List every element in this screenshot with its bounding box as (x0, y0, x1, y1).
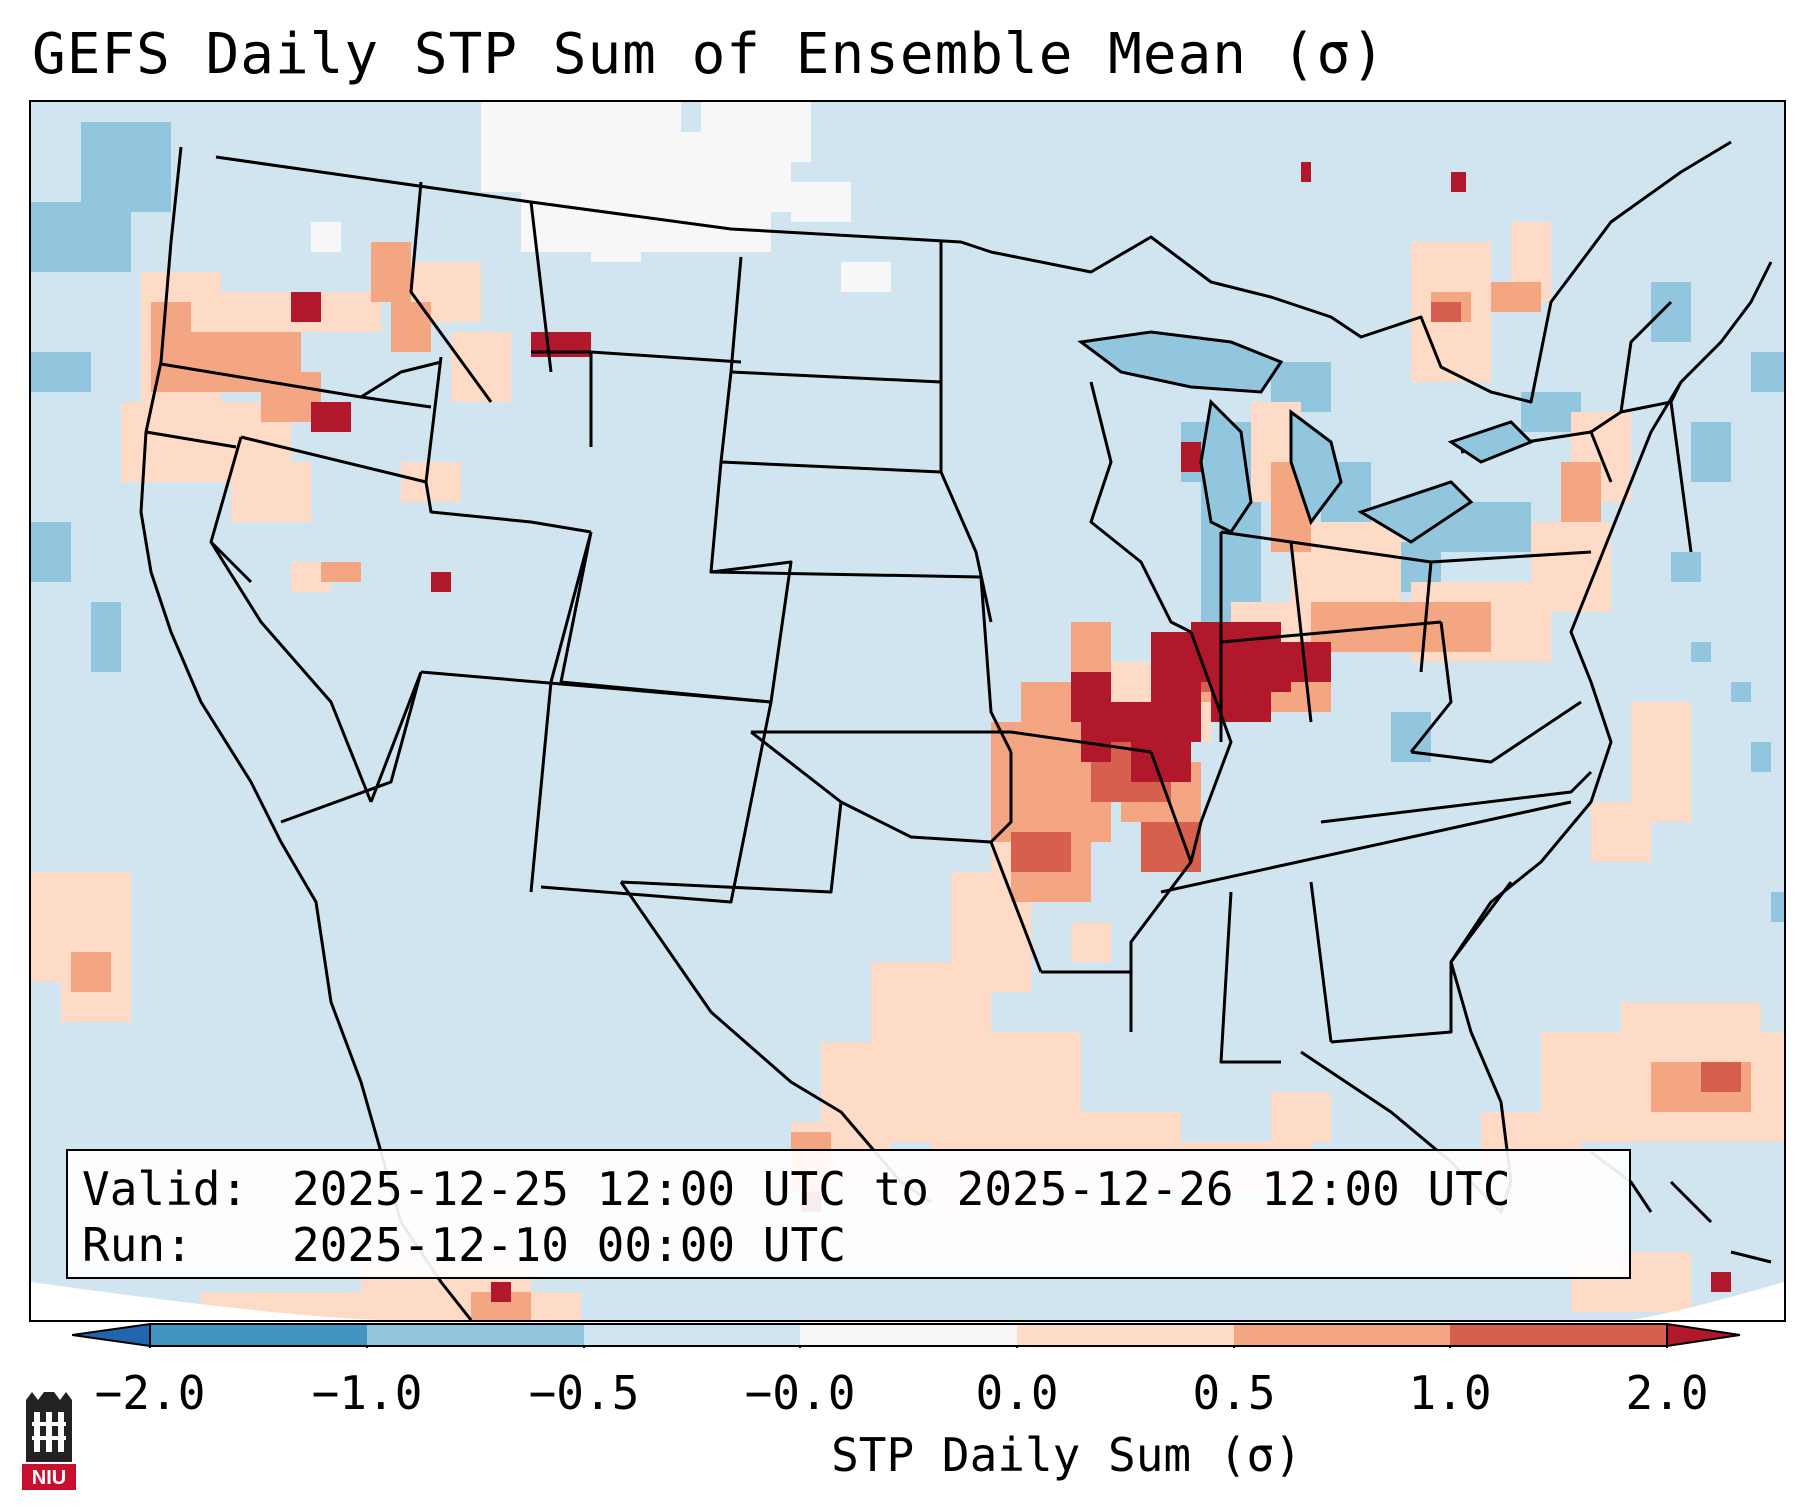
colorbar-tick: −0.0 (744, 1366, 856, 1420)
colorbar-tick: 0.0 (975, 1366, 1059, 1420)
colorbar-tick: −2.0 (94, 1366, 206, 1420)
run-value: 2025-12-10 00:00 UTC (292, 1218, 846, 1272)
colorbar-under-arrow (72, 1322, 151, 1348)
state-borders (139, 140, 1773, 1320)
niu-logo: NIU (22, 1392, 76, 1490)
valid-run-info-box: Valid: 2025-12-25 12:00 UTC to 2025-12-2… (66, 1149, 1631, 1279)
map-canvas (31, 102, 1784, 1320)
run-label: Run: (82, 1218, 193, 1272)
colorbar-tick: −1.0 (311, 1366, 423, 1420)
domain-edge-right (1631, 1282, 1784, 1320)
colorbar-over-arrow (1666, 1322, 1741, 1348)
colorbar-segment-6 (1234, 1324, 1450, 1346)
valid-label: Valid: (82, 1162, 249, 1216)
neutral-patches (311, 102, 891, 292)
colorbar-tick: 0.5 (1192, 1366, 1276, 1420)
colorbar-segment-3 (584, 1324, 800, 1346)
colorbar-tick: −0.5 (528, 1366, 640, 1420)
colorbar-segment-2 (367, 1324, 584, 1346)
colorbar-tick: 1.0 (1408, 1366, 1492, 1420)
logo-text: NIU (32, 1467, 66, 1489)
colorbar-segment-4 (800, 1324, 1017, 1346)
colorbar-segment-5 (1017, 1324, 1234, 1346)
map-title: GEFS Daily STP Sum of Ensemble Mean (σ) (32, 22, 1386, 87)
domain-edge-left (31, 1282, 381, 1320)
colorbar-label: STP Daily Sum (σ) (831, 1428, 1302, 1482)
map-panel[interactable] (29, 100, 1786, 1322)
colorbar-segment-7 (1450, 1324, 1667, 1346)
valid-value: 2025-12-25 12:00 UTC to 2025-12-26 12:00… (292, 1162, 1511, 1216)
colorbar (72, 1322, 1741, 1348)
great-lakes (1077, 330, 1534, 544)
colorbar-tick: 2.0 (1625, 1366, 1709, 1420)
colorbar-segment-1 (150, 1324, 367, 1346)
